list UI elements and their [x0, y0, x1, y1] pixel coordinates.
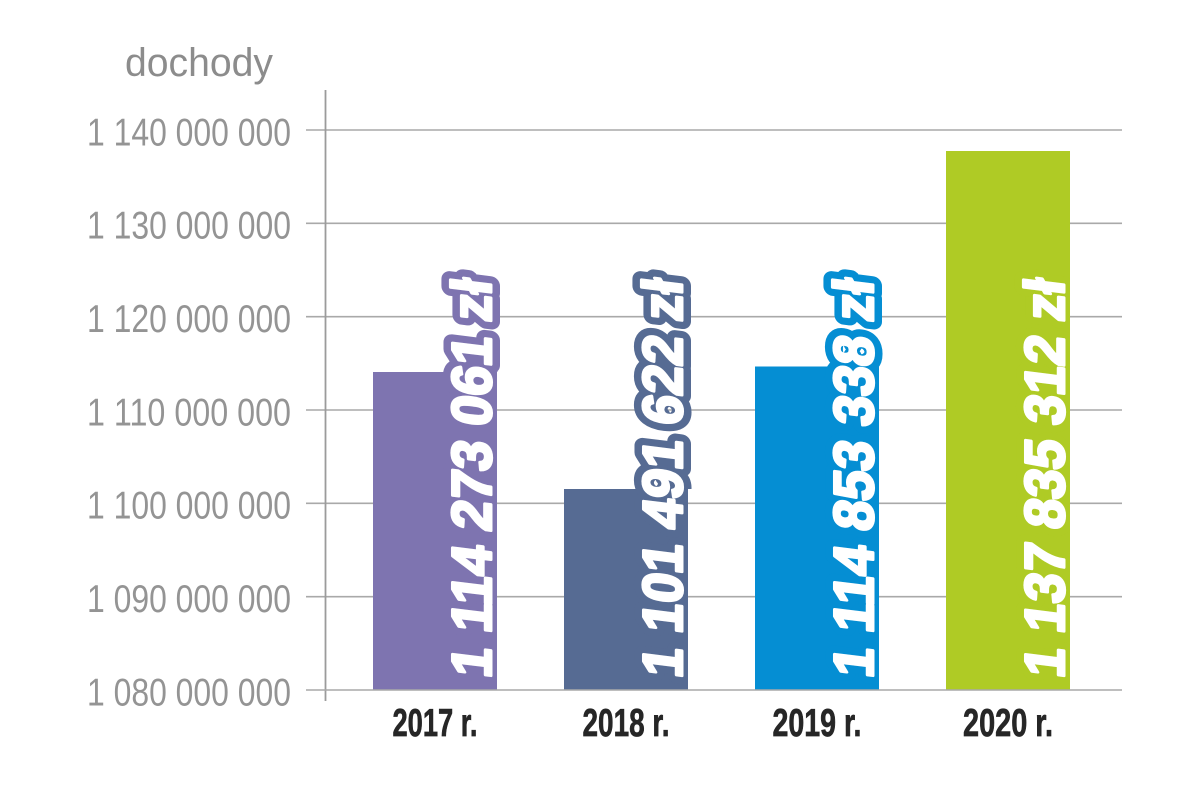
svg-text:1 137 835 312 zł: 1 137 835 312 zł	[1013, 274, 1076, 680]
svg-text:1 101 491 622 zł: 1 101 491 622 zł	[631, 274, 694, 680]
svg-text:1 130 000 000: 1 130 000 000	[87, 205, 291, 248]
svg-text:2019 r.: 2019 r.	[773, 702, 862, 745]
svg-text:2018 r.: 2018 r.	[583, 702, 670, 745]
svg-text:1 080 000 000: 1 080 000 000	[87, 671, 291, 714]
svg-text:1 114 853 338 zł: 1 114 853 338 zł	[822, 274, 885, 680]
svg-text:2017 r.: 2017 r.	[393, 702, 478, 745]
svg-text:1 120 000 000: 1 120 000 000	[87, 298, 291, 341]
svg-text:1 100 000 000: 1 100 000 000	[87, 485, 291, 528]
svg-text:dochody: dochody	[125, 41, 273, 85]
svg-text:1 110 000 000: 1 110 000 000	[87, 391, 291, 434]
svg-text:1 140 000 000: 1 140 000 000	[87, 111, 291, 154]
svg-text:2020 r.: 2020 r.	[963, 702, 1053, 745]
svg-text:1 114 273 061 zł: 1 114 273 061 zł	[440, 274, 503, 680]
svg-text:1 090 000 000: 1 090 000 000	[87, 578, 291, 621]
